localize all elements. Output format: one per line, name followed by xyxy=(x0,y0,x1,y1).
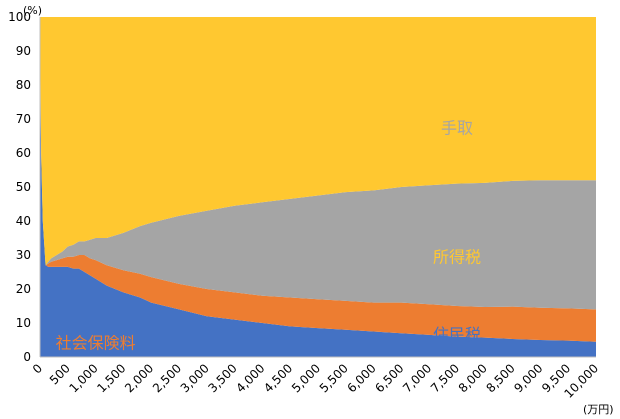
x-tick-label: 3,000 xyxy=(178,361,212,395)
x-tick-label: 0 xyxy=(30,361,45,376)
y-tick-label: 10 xyxy=(16,316,31,330)
area-series-3 xyxy=(40,17,596,266)
x-tick-label: 3,500 xyxy=(206,361,240,395)
y-tick-label: 80 xyxy=(16,78,31,92)
y-tick-label: 60 xyxy=(16,146,31,160)
area-series-0 xyxy=(40,17,596,357)
x-tick-label: 1,500 xyxy=(94,361,128,395)
x-tick-label: 2,500 xyxy=(150,361,184,395)
x-tick-label: 6,000 xyxy=(345,361,379,395)
area-series-1 xyxy=(40,17,596,342)
x-tick-label: 4,000 xyxy=(233,361,267,395)
x-tick-label: 2,000 xyxy=(122,361,156,395)
x-tick-label: 8,500 xyxy=(484,361,518,395)
y-axis-unit: (%) xyxy=(23,4,42,17)
series-label: 所得税 xyxy=(433,248,481,267)
x-tick-label: 1,000 xyxy=(67,361,101,395)
x-tick-label: 8,000 xyxy=(456,361,490,395)
y-tick-label: 30 xyxy=(16,248,31,262)
x-axis-unit: (万円) xyxy=(583,403,614,416)
series-label: 住民税 xyxy=(433,325,481,344)
series-label: 社会保険料 xyxy=(56,333,136,352)
area-series-group xyxy=(40,17,596,357)
x-tick-label: 7,000 xyxy=(400,361,434,395)
y-tick-label: 40 xyxy=(16,214,31,228)
area-series-2 xyxy=(40,17,596,310)
y-tick-label: 20 xyxy=(16,282,31,296)
y-tick-label: 50 xyxy=(16,180,31,194)
y-tick-label: 0 xyxy=(23,350,31,364)
x-tick-label: 4,500 xyxy=(261,361,295,395)
x-tick-label: 7,500 xyxy=(428,361,462,395)
x-axis-ticks: 0 5001,0001,5002,0002,5003,0003,5004,0004… xyxy=(30,361,601,401)
y-tick-label: 90 xyxy=(16,44,31,58)
series-label: 手取 xyxy=(441,119,473,138)
y-tick-label: 70 xyxy=(16,112,31,126)
y-axis-ticks: 0 10 20 30 40 50 60 70 80 90 100 xyxy=(8,10,31,364)
x-tick-label: 6,500 xyxy=(372,361,406,395)
x-tick-label: 5,500 xyxy=(317,361,351,395)
x-tick-label: 5,000 xyxy=(289,361,323,395)
x-tick-label: 9,000 xyxy=(511,361,545,395)
y-tick-label: 100 xyxy=(8,10,31,24)
